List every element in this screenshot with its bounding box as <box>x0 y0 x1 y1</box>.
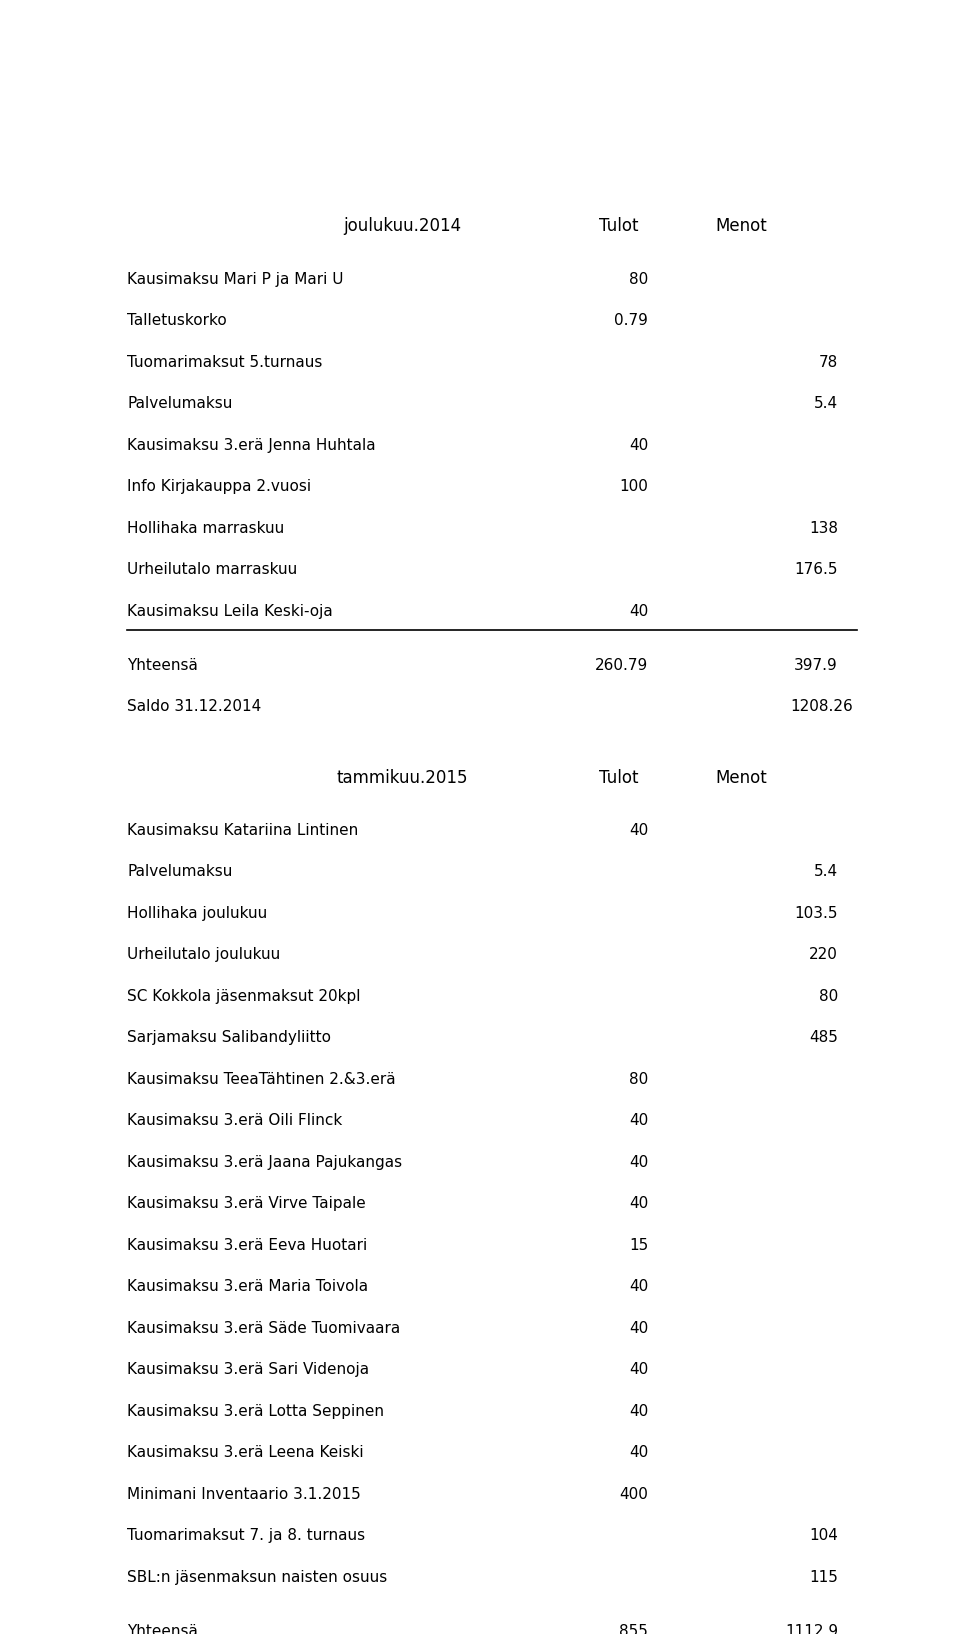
Text: 5.4: 5.4 <box>814 395 838 412</box>
Text: 40: 40 <box>629 1320 648 1337</box>
Text: 40: 40 <box>629 822 648 838</box>
Text: Palvelumaksu: Palvelumaksu <box>128 395 233 412</box>
Text: 138: 138 <box>809 521 838 536</box>
Text: Kausimaksu Leila Keski-oja: Kausimaksu Leila Keski-oja <box>128 603 333 619</box>
Text: Tuomarimaksut 5.turnaus: Tuomarimaksut 5.turnaus <box>128 355 323 369</box>
Text: 80: 80 <box>629 271 648 286</box>
Text: 0.79: 0.79 <box>614 314 648 328</box>
Text: Hollihaka joulukuu: Hollihaka joulukuu <box>128 905 268 920</box>
Text: Yhteensä: Yhteensä <box>128 1624 199 1634</box>
Text: 40: 40 <box>629 1155 648 1170</box>
Text: Kausimaksu Katariina Lintinen: Kausimaksu Katariina Lintinen <box>128 822 359 838</box>
Text: tammikuu.2015: tammikuu.2015 <box>337 768 468 786</box>
Text: 220: 220 <box>809 948 838 962</box>
Text: Kausimaksu 3.erä Sari Videnoja: Kausimaksu 3.erä Sari Videnoja <box>128 1363 370 1377</box>
Text: Menot: Menot <box>715 768 767 786</box>
Text: Palvelumaksu: Palvelumaksu <box>128 864 233 879</box>
Text: 40: 40 <box>629 1446 648 1461</box>
Text: Kausimaksu 3.erä Oili Flinck: Kausimaksu 3.erä Oili Flinck <box>128 1113 343 1129</box>
Text: 115: 115 <box>809 1570 838 1585</box>
Text: 397.9: 397.9 <box>794 659 838 673</box>
Text: Kausimaksu Mari P ja Mari U: Kausimaksu Mari P ja Mari U <box>128 271 344 286</box>
Text: 78: 78 <box>819 355 838 369</box>
Text: Kausimaksu TeeaTähtinen 2.&3.erä: Kausimaksu TeeaTähtinen 2.&3.erä <box>128 1072 396 1087</box>
Text: Yhteensä: Yhteensä <box>128 659 199 673</box>
Text: Kausimaksu 3.erä Maria Toivola: Kausimaksu 3.erä Maria Toivola <box>128 1279 369 1294</box>
Text: 80: 80 <box>629 1072 648 1087</box>
Text: Kausimaksu 3.erä Säde Tuomivaara: Kausimaksu 3.erä Säde Tuomivaara <box>128 1320 400 1337</box>
Text: 855: 855 <box>619 1624 648 1634</box>
Text: Minimani Inventaario 3.1.2015: Minimani Inventaario 3.1.2015 <box>128 1487 361 1502</box>
Text: Kausimaksu 3.erä Virve Taipale: Kausimaksu 3.erä Virve Taipale <box>128 1196 366 1211</box>
Text: 5.4: 5.4 <box>814 864 838 879</box>
Text: Kausimaksu 3.erä Leena Keiski: Kausimaksu 3.erä Leena Keiski <box>128 1446 364 1461</box>
Text: 40: 40 <box>629 1279 648 1294</box>
Text: 40: 40 <box>629 1113 648 1129</box>
Text: 40: 40 <box>629 1196 648 1211</box>
Text: Urheilutalo marraskuu: Urheilutalo marraskuu <box>128 562 298 577</box>
Text: Kausimaksu 3.erä Lotta Seppinen: Kausimaksu 3.erä Lotta Seppinen <box>128 1404 384 1418</box>
Text: Info Kirjakauppa 2.vuosi: Info Kirjakauppa 2.vuosi <box>128 479 312 493</box>
Text: 40: 40 <box>629 1363 648 1377</box>
Text: 103.5: 103.5 <box>795 905 838 920</box>
Text: 260.79: 260.79 <box>595 659 648 673</box>
Text: SC Kokkola jäsenmaksut 20kpl: SC Kokkola jäsenmaksut 20kpl <box>128 989 361 1003</box>
Text: Kausimaksu 3.erä Jaana Pajukangas: Kausimaksu 3.erä Jaana Pajukangas <box>128 1155 402 1170</box>
Text: joulukuu.2014: joulukuu.2014 <box>344 217 462 235</box>
Text: 176.5: 176.5 <box>795 562 838 577</box>
Text: 80: 80 <box>819 989 838 1003</box>
Text: Tuomarimaksut 7. ja 8. turnaus: Tuomarimaksut 7. ja 8. turnaus <box>128 1528 366 1544</box>
Text: Urheilutalo joulukuu: Urheilutalo joulukuu <box>128 948 280 962</box>
Text: 40: 40 <box>629 603 648 619</box>
Text: Saldo 31.12.2014: Saldo 31.12.2014 <box>128 699 262 714</box>
Text: 400: 400 <box>619 1487 648 1502</box>
Text: 485: 485 <box>809 1031 838 1046</box>
Text: 40: 40 <box>629 1404 648 1418</box>
Text: 100: 100 <box>619 479 648 493</box>
Text: Menot: Menot <box>715 217 767 235</box>
Text: 1112.9: 1112.9 <box>785 1624 838 1634</box>
Text: 104: 104 <box>809 1528 838 1544</box>
Text: Sarjamaksu Salibandyliitto: Sarjamaksu Salibandyliitto <box>128 1031 331 1046</box>
Text: Kausimaksu 3.erä Jenna Huhtala: Kausimaksu 3.erä Jenna Huhtala <box>128 438 376 453</box>
Text: Talletuskorko: Talletuskorko <box>128 314 228 328</box>
Text: 40: 40 <box>629 438 648 453</box>
Text: Tulot: Tulot <box>599 768 638 786</box>
Text: Kausimaksu 3.erä Eeva Huotari: Kausimaksu 3.erä Eeva Huotari <box>128 1239 368 1253</box>
Text: 1208.26: 1208.26 <box>790 699 852 714</box>
Text: 15: 15 <box>629 1239 648 1253</box>
Text: SBL:n jäsenmaksun naisten osuus: SBL:n jäsenmaksun naisten osuus <box>128 1570 388 1585</box>
Text: Hollihaka marraskuu: Hollihaka marraskuu <box>128 521 285 536</box>
Text: Tulot: Tulot <box>599 217 638 235</box>
